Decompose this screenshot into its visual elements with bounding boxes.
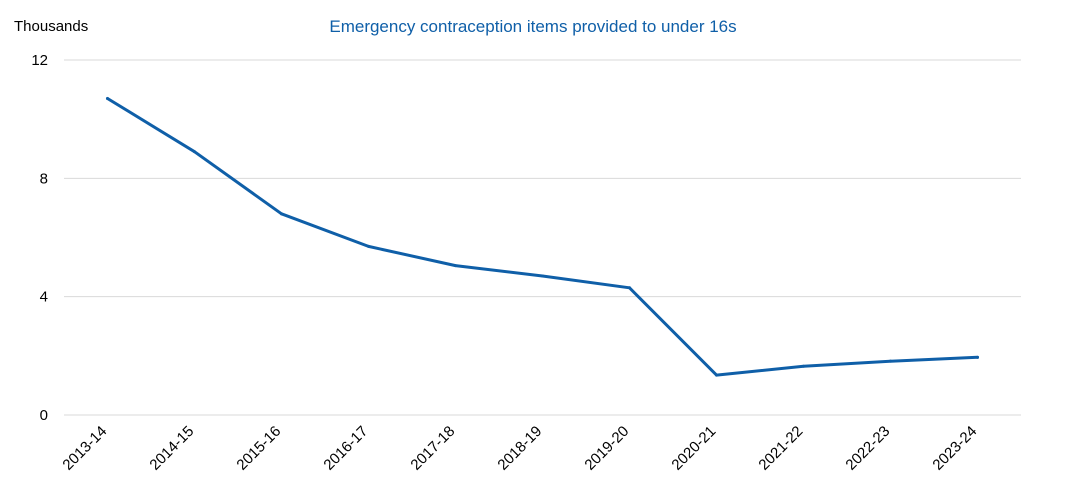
x-tick-label: 2022-23 xyxy=(842,423,893,474)
data-point xyxy=(106,96,109,100)
y-axis-ticks: 0 4 8 12 xyxy=(31,52,48,424)
gridlines xyxy=(64,59,1021,416)
x-tick-label: 2016-17 xyxy=(320,423,371,474)
data-point xyxy=(976,355,979,359)
data-point xyxy=(541,274,544,278)
x-tick-label: 2020-21 xyxy=(668,423,719,474)
y-tick-label: 4 xyxy=(40,289,48,306)
series-line xyxy=(106,97,979,377)
x-tick-label: 2015-16 xyxy=(233,423,284,474)
y-tick-label: 12 xyxy=(31,52,48,69)
x-tick-label: 2019-20 xyxy=(581,423,632,474)
data-point xyxy=(454,264,457,268)
data-point xyxy=(628,286,631,290)
series-lines xyxy=(106,96,979,377)
data-point xyxy=(280,212,283,216)
data-point xyxy=(367,244,370,248)
data-point xyxy=(802,364,805,368)
y-axis-unit-label: Thousands xyxy=(14,18,88,35)
x-tick-label: 2023-24 xyxy=(929,423,980,474)
chart-title: Emergency contraception items provided t… xyxy=(329,17,736,36)
x-tick-label: 2013-14 xyxy=(59,423,110,474)
x-tick-label: 2017-18 xyxy=(407,423,458,474)
y-tick-label: 8 xyxy=(40,170,48,187)
data-point xyxy=(889,359,892,363)
data-point xyxy=(193,150,196,154)
x-tick-label: 2014-15 xyxy=(146,423,197,474)
x-tick-label: 2018-19 xyxy=(494,423,545,474)
x-tick-label: 2021-22 xyxy=(755,423,806,474)
y-tick-label: 0 xyxy=(40,407,48,424)
x-axis-ticks: 2013-14 2014-15 2015-16 2016-17 2017-18 2018-… xyxy=(59,423,980,474)
data-point xyxy=(715,373,718,377)
